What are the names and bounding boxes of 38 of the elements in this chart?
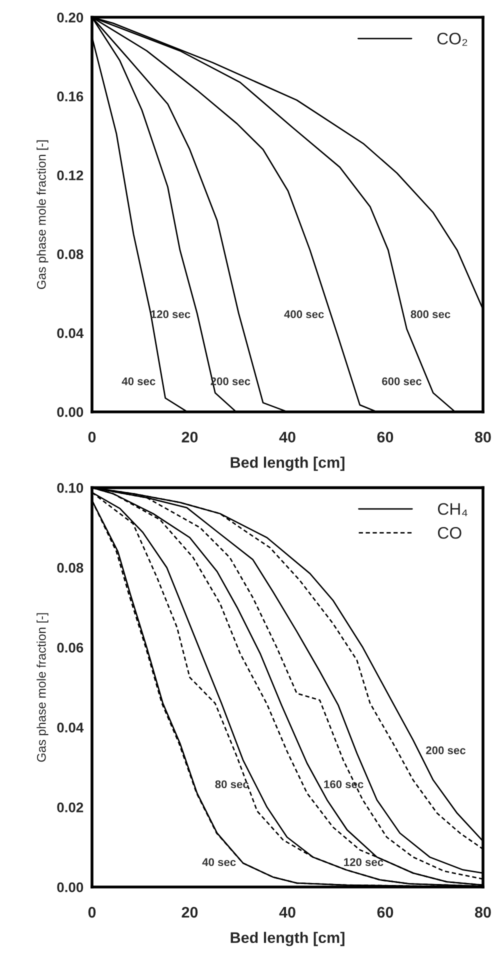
x-tick-label: 60 xyxy=(377,906,394,918)
annotation: 400 sec xyxy=(284,310,324,318)
y-axis-title: Gas phase mole fraction [-] xyxy=(36,140,48,289)
annotation: 120 sec xyxy=(344,858,384,866)
y-tick-label: 0.00 xyxy=(57,407,84,418)
annotation: 160 sec xyxy=(324,780,364,788)
y-tick-label: 0.16 xyxy=(57,92,84,102)
x-tick-label: 40 xyxy=(279,906,296,918)
y-tick-label: 0.20 xyxy=(57,12,84,22)
y-tick-label: 0.08 xyxy=(57,562,84,573)
legend-label: CO₂ xyxy=(437,32,468,46)
x-tick-label: 60 xyxy=(377,432,394,443)
x-tick-label: 80 xyxy=(474,432,491,443)
annotation: 40 sec xyxy=(202,858,236,866)
y-tick-label: 0.02 xyxy=(57,802,84,812)
x-axis-title: Bed length [cm] xyxy=(230,932,344,946)
y-tick-label: 0.10 xyxy=(57,483,84,493)
x-tick-label: 80 xyxy=(474,906,491,918)
x-tick-label: 20 xyxy=(182,432,198,443)
x-tick-label: 20 xyxy=(182,906,198,918)
y-tick-label: 0.12 xyxy=(57,170,84,180)
y-tick-label: 0.00 xyxy=(57,882,84,892)
annotation: 80 sec xyxy=(215,780,249,788)
annotation: 600 sec xyxy=(382,377,422,386)
y-tick-label: 0.04 xyxy=(57,328,84,338)
annotation: 800 sec xyxy=(410,310,450,318)
y-tick-label: 0.06 xyxy=(57,642,84,653)
y-tick-label: 0.04 xyxy=(57,722,84,732)
x-tick-label: 40 xyxy=(279,432,296,443)
legend-label: CH₄ xyxy=(438,503,468,516)
legend-label: CO xyxy=(438,526,462,539)
annotation: 200 sec xyxy=(426,746,466,754)
y-tick-label: 0.08 xyxy=(57,249,84,260)
x-axis-title: Bed length [cm] xyxy=(230,456,344,471)
x-tick-label: 0 xyxy=(88,432,96,443)
x-tick-label: 0 xyxy=(88,906,96,918)
annotation: 40 sec xyxy=(122,377,156,386)
y-axis-title: Gas phase mole fraction [-] xyxy=(36,613,48,762)
